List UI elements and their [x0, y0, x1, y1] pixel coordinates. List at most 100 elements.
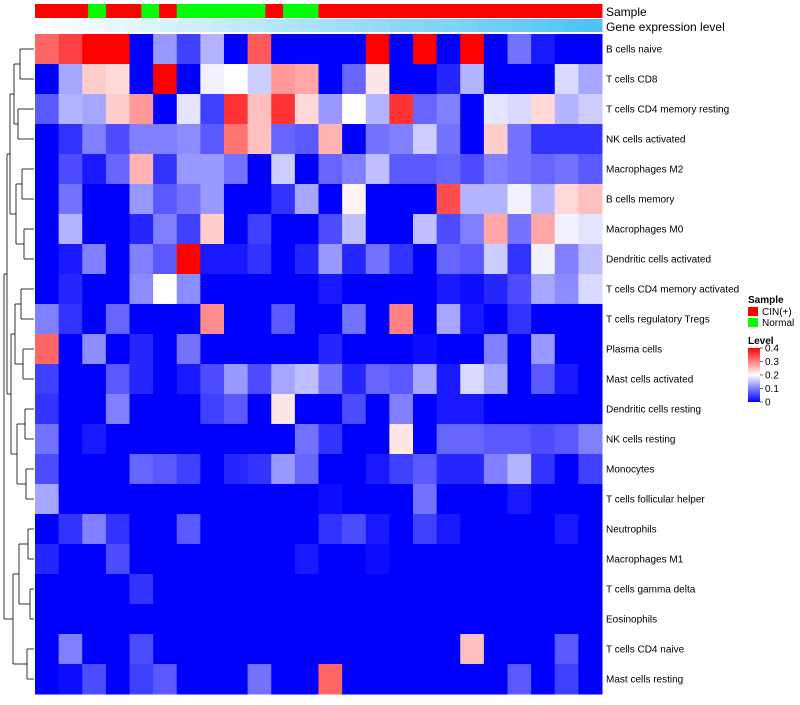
heatmap-cell: [224, 664, 249, 695]
heatmap-cell: [483, 34, 508, 65]
heatmap-cell: [318, 274, 343, 305]
row-label: Monocytes: [606, 465, 654, 476]
heatmap-cell: [318, 364, 343, 395]
heatmap-cell: [413, 544, 438, 575]
heatmap-cell: [294, 304, 319, 335]
heatmap-cell: [554, 94, 579, 125]
heatmap-cell: [224, 514, 249, 545]
heatmap-cell: [58, 214, 83, 245]
expression-annotation-cell: [371, 19, 390, 32]
heatmap-cell: [35, 34, 60, 65]
heatmap-cell: [247, 124, 272, 155]
sample-annotation-cell: [229, 4, 249, 18]
heatmap-cell: [318, 304, 343, 335]
heatmap-cell: [105, 124, 130, 155]
heatmap-cell: [318, 394, 343, 425]
sample-annotation-cell: [353, 4, 373, 18]
heatmap-cell: [129, 424, 154, 455]
heatmap-cell: [294, 274, 319, 305]
heatmap-cell: [389, 34, 414, 65]
heatmap-cell: [389, 664, 414, 695]
heatmap-cell: [578, 154, 603, 185]
heatmap-cell: [58, 184, 83, 215]
heatmap-cell: [365, 484, 390, 515]
heatmap-cell: [578, 424, 603, 455]
heatmap-cell: [365, 454, 390, 485]
heatmap-cell: [271, 574, 296, 605]
heatmap-cell: [82, 184, 107, 215]
heatmap-cell: [35, 514, 60, 545]
heatmap-cell: [460, 394, 485, 425]
heatmap-cell: [153, 154, 178, 185]
heatmap-cell: [507, 274, 532, 305]
heatmap-cell: [413, 424, 438, 455]
heatmap-cell: [507, 334, 532, 365]
heatmap-cell: [531, 214, 556, 245]
heatmap-cell: [460, 424, 485, 455]
row-dendrogram: [3, 48, 34, 680]
heatmap-cell: [271, 454, 296, 485]
heatmap-cell: [531, 94, 556, 125]
heatmap-cell: [200, 304, 225, 335]
heatmap-cell: [436, 664, 461, 695]
heatmap-cell: [224, 94, 249, 125]
heatmap-cell: [294, 34, 319, 65]
heatmap-cell: [554, 124, 579, 155]
heatmap-cell: [578, 94, 603, 125]
heatmap-cell: [413, 514, 438, 545]
heatmap-cell: [342, 184, 367, 215]
heatmap-cell: [531, 304, 556, 335]
heatmap-cell: [389, 214, 414, 245]
sample-annotation-cell: [566, 4, 585, 18]
heatmap-cell: [224, 274, 249, 305]
heatmap-cell: [176, 424, 201, 455]
heatmap-cell: [200, 604, 225, 635]
heatmap-cell: [35, 364, 60, 395]
heatmap-cell: [294, 154, 319, 185]
heatmap-cell: [35, 394, 60, 425]
heatmap-cell: [105, 484, 130, 515]
heatmap-cell: [531, 574, 556, 605]
row-label: T cells CD4 memory resting: [606, 105, 729, 116]
heatmap-cell: [342, 514, 367, 545]
heatmap-cell: [294, 424, 319, 455]
level-legend: Level 0.4 0.3 0.2 0.1 0: [748, 336, 779, 409]
heatmap-cell: [129, 124, 154, 155]
heatmap-cell: [507, 514, 532, 545]
heatmap-cell: [58, 484, 83, 515]
heatmap-cell: [318, 34, 343, 65]
heatmap-cell: [153, 244, 178, 275]
expression-annotation-cell: [52, 19, 71, 32]
heatmap-cell: [578, 484, 603, 515]
heatmap-cell: [224, 454, 249, 485]
heatmap-cell: [224, 64, 249, 95]
sample-annotation-cell: [300, 4, 319, 18]
heatmap-cell: [413, 94, 438, 125]
heatmap-cell: [271, 304, 296, 335]
heatmap-cell: [554, 154, 579, 185]
heatmap-cell: [507, 544, 532, 575]
heatmap-cell: [224, 544, 249, 575]
sample-annotation-cell: [159, 4, 178, 18]
heatmap-cell: [105, 544, 130, 575]
heatmap-cell: [483, 124, 508, 155]
heatmap-cell: [271, 424, 296, 455]
heatmap-cell: [342, 424, 367, 455]
heatmap-cell: [342, 604, 367, 635]
heatmap-cell: [200, 154, 225, 185]
heatmap-cell: [247, 154, 272, 185]
heatmap-cell: [224, 424, 249, 455]
heatmap-cell: [554, 184, 579, 215]
heatmap-cell: [554, 34, 579, 65]
heatmap-cell: [153, 424, 178, 455]
heatmap-cell: [389, 184, 414, 215]
heatmap-cell: [82, 94, 107, 125]
expression-annotation-cell: [123, 19, 142, 32]
sample-legend: Sample CIN(+)Normal: [748, 295, 794, 329]
heatmap-cell: [413, 334, 438, 365]
heatmap-cell: [271, 64, 296, 95]
heatmap-cell: [294, 574, 319, 605]
heatmap-cell: [58, 154, 83, 185]
heatmap-cell: [200, 334, 225, 365]
heatmap-cell: [224, 184, 249, 215]
